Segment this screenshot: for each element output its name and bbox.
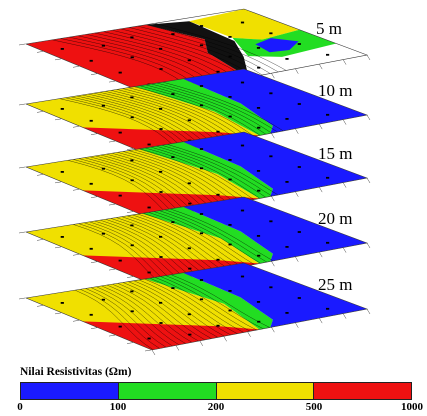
legend-tick-label: 100	[109, 401, 127, 413]
legend-tick-label: 1000	[401, 401, 423, 413]
depth-label: 15 m	[318, 144, 353, 163]
legend-title: Nilai Resistivitas (Ωm)	[20, 366, 132, 378]
legend-swatch-2	[216, 383, 315, 399]
depth-label: 5 m	[316, 19, 342, 38]
resistivity-zone	[82, 190, 260, 219]
depth-slice	[18, 262, 371, 356]
legend-tick-label: 500	[305, 401, 323, 413]
resistivity-zone	[135, 78, 273, 136]
resistivity-zone	[145, 21, 249, 78]
legend-tick-label: 200	[207, 401, 225, 413]
resistivity-zone	[255, 38, 299, 53]
depth-label: 10 m	[318, 81, 353, 100]
resistivity-zone	[183, 197, 367, 262]
resistivity-zone	[183, 132, 367, 197]
legend-tick-label: 0	[17, 401, 23, 413]
resistivity-zone	[183, 263, 367, 328]
resistivity-zone	[82, 321, 260, 350]
resistivity-zone	[141, 206, 273, 264]
legend-swatch-1	[118, 383, 217, 399]
depth-label: 20 m	[318, 209, 353, 228]
legend-color-bar	[20, 382, 412, 400]
legend-ticks: 0 100 200 500 1000	[17, 401, 423, 415]
resistivity-zone	[82, 255, 260, 284]
legend-swatch-3	[314, 383, 411, 399]
resistivity-zone	[183, 69, 367, 134]
resistivity-zone	[189, 9, 300, 40]
legend-swatch-0	[21, 383, 119, 399]
depth-label: 25 m	[318, 275, 353, 294]
depth-slice	[18, 196, 371, 290]
